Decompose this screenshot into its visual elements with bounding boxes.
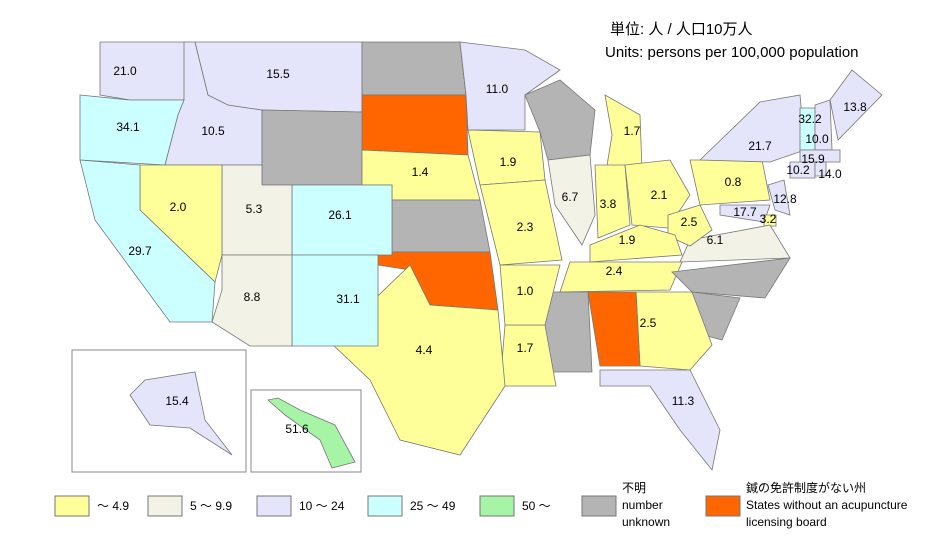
state-value: 17.7 — [733, 205, 757, 219]
state-value: 5.3 — [246, 202, 263, 216]
state-value: 1.7 — [624, 124, 641, 138]
state-value: 3.2 — [760, 212, 777, 226]
legend-swatch — [256, 495, 292, 517]
state-value: 10.5 — [201, 124, 225, 138]
state — [763, 214, 777, 227]
state — [667, 204, 713, 247]
state — [459, 41, 561, 131]
state-value: 15.5 — [266, 67, 290, 81]
legend-label: 5 ～ 9.9 — [190, 499, 232, 513]
legend-swatch — [705, 495, 741, 517]
state — [479, 179, 563, 266]
state — [594, 164, 631, 239]
state-value: 10.2 — [786, 163, 810, 177]
legend-swatch — [367, 495, 403, 517]
legend-label: 不明 — [622, 481, 646, 495]
state — [547, 154, 596, 246]
legend-label: States without an acupuncture — [746, 498, 908, 512]
legend-label: 25 ～ 49 — [410, 499, 456, 513]
state-value: 10.0 — [805, 132, 829, 146]
state — [391, 199, 491, 253]
state-value: 21.0 — [113, 64, 137, 78]
state-value: 4.4 — [416, 343, 433, 357]
legend-label: 10 ～ 24 — [299, 499, 345, 513]
legend-label: 鍼の免許制度がない州 — [746, 480, 866, 495]
state — [799, 149, 841, 163]
state-value: 21.7 — [748, 139, 772, 153]
state-value: 14.0 — [818, 167, 842, 181]
state — [499, 264, 561, 326]
legend-label: 50 ～ — [522, 499, 551, 513]
state-value: 1.0 — [517, 284, 534, 298]
state-value: 2.3 — [517, 220, 534, 234]
state-value: 15.4 — [165, 394, 189, 408]
legend-label: number — [622, 498, 663, 512]
state — [767, 179, 791, 216]
state-value: 6.1 — [707, 233, 724, 247]
state-value: 2.5 — [681, 215, 698, 229]
state-value: 2.5 — [640, 316, 657, 330]
state-value: 12.8 — [773, 192, 797, 206]
state — [211, 254, 293, 347]
state-value: 1.4 — [412, 165, 429, 179]
legend-swatch — [479, 495, 515, 517]
state — [291, 254, 379, 347]
state-value: 0.8 — [725, 175, 742, 189]
state-value: 3.8 — [600, 197, 617, 211]
state-value: 2.4 — [606, 264, 623, 278]
state-value: 1.9 — [619, 233, 636, 247]
state-value: 32.2 — [798, 112, 822, 126]
state-value: 11.3 — [672, 394, 695, 408]
state — [589, 224, 683, 263]
state — [361, 94, 469, 156]
state — [129, 371, 233, 456]
units-en: Units: persons per 100,000 population — [605, 44, 859, 61]
legend-label: ～ 4.9 — [97, 499, 129, 513]
state — [361, 41, 467, 96]
state-value: 13.8 — [843, 100, 867, 114]
state-value: 26.1 — [328, 208, 352, 222]
state — [544, 291, 593, 373]
state — [671, 257, 791, 299]
state-value: 11.0 — [486, 82, 509, 96]
state-value: 1.7 — [517, 341, 534, 355]
state — [599, 369, 721, 471]
state-value: 31.1 — [336, 292, 360, 306]
state-value: 51.6 — [285, 422, 309, 436]
units-ja: 単位: 人 / 人口10万人 — [610, 21, 753, 38]
state — [829, 69, 883, 141]
legend-label: licensing board — [746, 515, 827, 529]
legend-swatch — [54, 495, 90, 517]
state-value: 2.1 — [651, 188, 668, 202]
state — [789, 161, 816, 179]
state-value: 34.1 — [116, 120, 140, 134]
state — [587, 291, 641, 367]
state-value: 15.9 — [801, 152, 825, 166]
state — [559, 261, 683, 293]
state-value: 1.9 — [500, 155, 517, 169]
state — [79, 159, 216, 323]
state-value: 6.7 — [562, 190, 579, 204]
legend-swatch — [581, 495, 617, 517]
legend-label: unknown — [622, 515, 670, 529]
state — [261, 109, 363, 186]
state-value: 2.0 — [170, 200, 187, 214]
legend-swatch — [147, 495, 183, 517]
state — [814, 161, 827, 177]
state-value: 29.7 — [128, 244, 152, 258]
state — [267, 397, 356, 469]
state-value: 8.8 — [244, 290, 261, 304]
